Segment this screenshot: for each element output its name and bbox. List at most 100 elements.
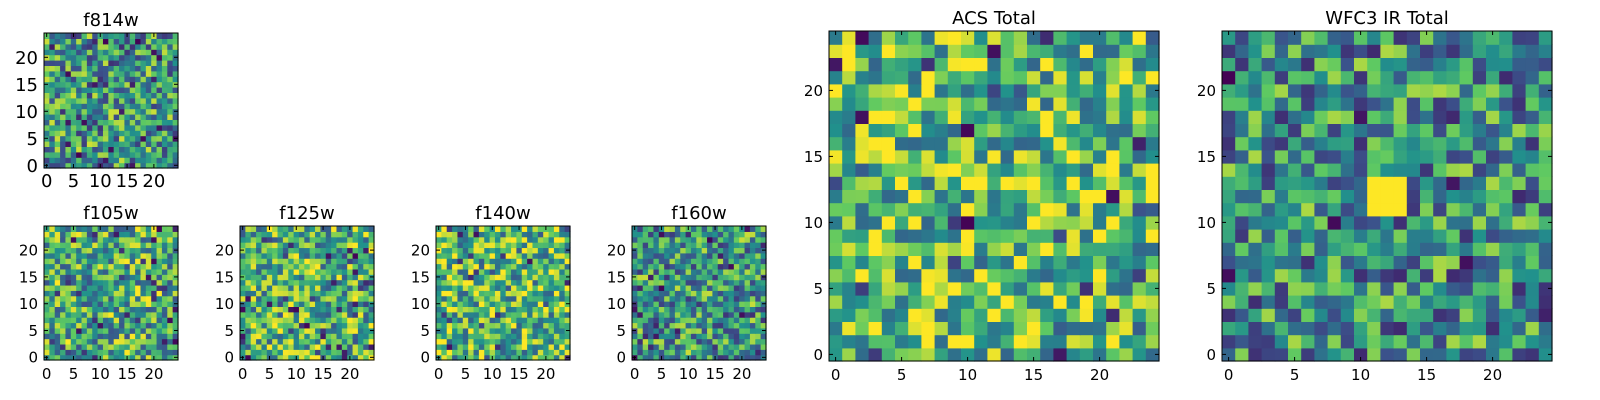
heatmap-cell [1145, 281, 1160, 296]
heatmap-cell [489, 274, 496, 281]
heatmap-cell [516, 317, 523, 324]
heatmap-cell [92, 124, 99, 131]
heatmap-cell [49, 295, 56, 302]
heatmap-cell [527, 258, 534, 265]
heatmap-cell [717, 236, 724, 243]
heatmap-cell [44, 70, 50, 77]
heatmap-cell [1040, 97, 1054, 111]
heatmap-cells [829, 31, 1160, 362]
heatmap-cell [564, 333, 571, 340]
heatmap-cell [1079, 83, 1094, 98]
heatmap-cell [1235, 123, 1249, 138]
heatmap-cell [1459, 189, 1474, 204]
heatmap-cell [441, 284, 448, 291]
heatmap-cell [446, 290, 453, 297]
heatmap-cell [1000, 295, 1015, 309]
heatmap-cell [1340, 229, 1355, 243]
heatmap-cell [1433, 255, 1447, 270]
heatmap-cell [97, 284, 104, 291]
heatmap-cell [135, 279, 142, 286]
heatmap-cell [855, 295, 870, 309]
heatmap-cell [1433, 215, 1447, 230]
heatmap-cell [1132, 31, 1147, 45]
heatmap-cell [1354, 44, 1368, 58]
heatmap-cell [755, 295, 762, 302]
heatmap-cell [151, 327, 158, 334]
heatmap-cell [500, 343, 507, 350]
heatmap-cell [559, 343, 566, 350]
heatmap-cell [309, 279, 316, 286]
heatmap-cell [712, 311, 719, 318]
heatmap-cell [102, 124, 109, 131]
heatmap-cell [1314, 163, 1329, 177]
heatmap-cell [81, 349, 88, 356]
heatmap-cell [336, 301, 343, 307]
heatmap-cell [1446, 202, 1461, 217]
heatmap-cell [755, 242, 762, 249]
heatmap-cell [288, 343, 295, 350]
heatmap-cell [172, 76, 179, 83]
heatmap-cell [315, 343, 321, 350]
heatmap-cell [1406, 268, 1421, 283]
heatmap-cell [484, 284, 491, 291]
heatmap-cell [70, 70, 77, 77]
heatmap-cell [1327, 229, 1342, 243]
heatmap-cell [1538, 295, 1553, 309]
heatmap-cell [140, 274, 147, 281]
heatmap-cell [113, 60, 120, 66]
heatmap-cell [908, 268, 922, 283]
heatmap-cell [151, 87, 158, 93]
heatmap-cell [707, 295, 713, 302]
heatmap-cell [54, 258, 61, 265]
heatmap-cell [1040, 242, 1054, 256]
heatmap-cell [113, 295, 120, 302]
heatmap-cell [723, 333, 730, 340]
heatmap-cell [245, 333, 252, 340]
heatmap-cell [357, 301, 364, 307]
heatmap-cell [81, 290, 88, 297]
heatmap-cell [1000, 321, 1015, 336]
heatmap-cell [60, 247, 67, 254]
heatmap-cell [145, 322, 152, 329]
heatmap-cell [855, 123, 870, 138]
heatmap-cell [65, 103, 72, 110]
heatmap-cell [489, 290, 496, 297]
heatmap-cell [1261, 308, 1276, 322]
heatmap-cell [739, 279, 746, 286]
heatmap-cell [145, 290, 152, 297]
heatmap-cell [60, 151, 67, 158]
heatmap-cell [124, 317, 131, 324]
heatmap-cell [500, 333, 507, 340]
heatmap-cell [119, 162, 125, 169]
heatmap-cell [712, 258, 719, 265]
heatmap-cell [473, 327, 480, 334]
heatmap-cell [446, 295, 453, 302]
heatmap-cell [696, 274, 703, 281]
heatmap-cell [140, 236, 147, 243]
x-tick-label: 5 [69, 365, 79, 383]
heatmap-cell [664, 274, 671, 281]
heatmap-cell [516, 349, 523, 356]
heatmap-cell [347, 327, 354, 334]
heatmap-cell [97, 338, 104, 345]
heatmap-cell [1093, 229, 1107, 243]
heatmap-cell [119, 38, 125, 45]
heatmap-cell [739, 242, 746, 249]
heatmap-cell [696, 290, 703, 297]
heatmap-cell [500, 349, 507, 356]
heatmap-cell [744, 311, 751, 318]
heatmap-cell [987, 163, 1002, 177]
heatmap-cell [1472, 242, 1487, 256]
heatmap-cell [921, 83, 936, 98]
heatmap-cell [250, 226, 257, 232]
heatmap-cell [298, 290, 305, 297]
heatmap-cell [532, 306, 539, 313]
heatmap-cell [921, 334, 936, 349]
heatmap-cell [172, 49, 179, 56]
heatmap-cell [1093, 281, 1107, 296]
heatmap-cell [282, 343, 289, 350]
heatmap-cell [553, 247, 560, 254]
heatmap-cell [1119, 268, 1134, 283]
heatmap-cell [478, 268, 485, 275]
heatmap-cell [272, 327, 279, 334]
